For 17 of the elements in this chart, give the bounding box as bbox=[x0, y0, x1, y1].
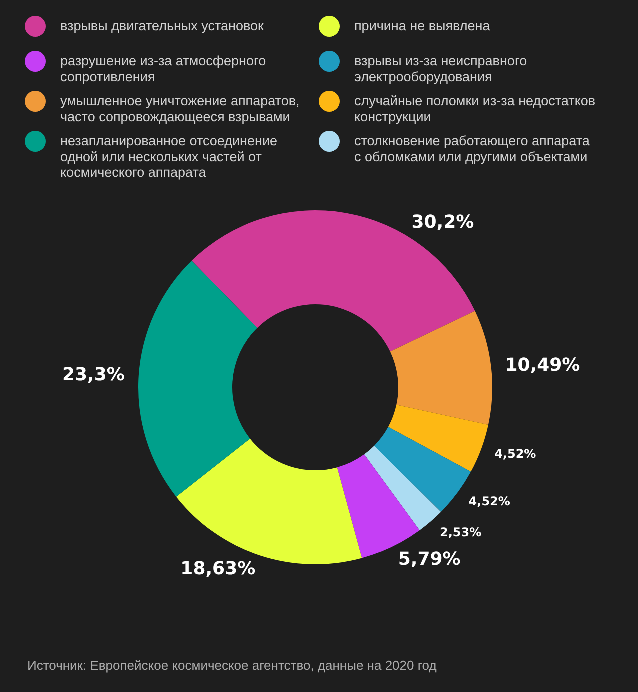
legend-label: умышленное уничтожение аппаратов, часто сопровождающееся взрывами bbox=[60, 94, 300, 124]
data-label: 30,2% bbox=[412, 212, 474, 233]
data-label: 18,63% bbox=[180, 558, 256, 580]
data-label: 4,52% bbox=[468, 494, 510, 508]
legend-label: незапланированное отсоединение одной или нескольких частей от космического аппарата bbox=[60, 134, 278, 180]
text: Источник: Европейское космическое агентство, данные на 2020 год bbox=[28, 658, 438, 673]
data-label: 4,52% bbox=[494, 446, 536, 461]
data-label: 5,79% bbox=[398, 549, 461, 570]
legend-label: разрушение из-за атмосферного сопротивления bbox=[60, 54, 266, 84]
data-label: 23,3% bbox=[62, 364, 125, 386]
data-label: 2,53% bbox=[440, 525, 482, 540]
data-label: 10,49% bbox=[505, 354, 580, 376]
legend-label: столкновение работающего аппарата с обломками или другими объектами bbox=[354, 134, 590, 164]
legend-label: причина не выявлена bbox=[354, 18, 491, 34]
legend-label: взрывы двигательных установок bbox=[60, 18, 264, 34]
legend-label: случайные поломки из-за недостатков конструкции bbox=[354, 94, 596, 124]
legend-label: взрывы из-за неисправного электрооборудования bbox=[354, 54, 528, 84]
